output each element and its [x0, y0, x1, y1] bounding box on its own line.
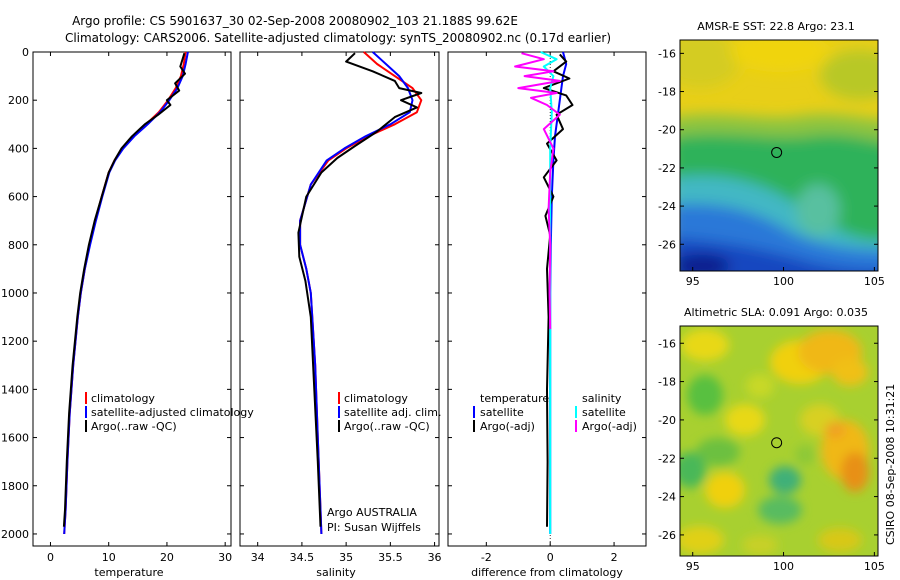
y-tick-label: -26 [658, 529, 676, 542]
sst-map-title: AMSR-E SST: 22.8 Argo: 23.1 [697, 20, 855, 33]
x-tick-label: 35 [339, 551, 353, 564]
y-tick-label: 1400 [1, 383, 29, 396]
y-tick-label: -26 [658, 238, 676, 251]
legend-temp-argo-label: Argo(-adj) [480, 420, 535, 433]
legend-temperature-heading: temperature [480, 392, 549, 405]
x-axis-label: salinity [316, 566, 356, 579]
legend-climatology-label: climatology [344, 392, 408, 405]
y-tick-label: -20 [658, 414, 676, 427]
y-tick-label: 200 [8, 94, 29, 107]
salinity-panel: 34 34.5 35 35.5 36 salinity [239, 51, 442, 579]
y-tick-label: 1800 [1, 480, 29, 493]
header-line-2: Climatology: CARS2006. Satellite-adjuste… [65, 31, 611, 45]
csiro-timestamp: CSIRO 08-Sep-2008 10:31:21 [884, 384, 897, 545]
legend-argo-label: Argo(..raw -QC) [91, 420, 177, 433]
y-tick-label: 800 [8, 239, 29, 252]
x-tick-label: 100 [773, 275, 794, 288]
y-tick-label: 1000 [1, 287, 29, 300]
header-line-1: Argo profile: CS 5901637_30 02-Sep-2008 … [72, 14, 518, 28]
x-tick-label: 105 [864, 560, 885, 573]
legend-sal-satellite-label: satellite [582, 406, 626, 419]
legend-sal-argo-label: Argo(-adj) [582, 420, 637, 433]
legend-climatology-label: climatology [91, 392, 155, 405]
x-tick-label: 0 [47, 551, 54, 564]
y-tick-label: 2000 [1, 528, 29, 541]
argo-pi-label: PI: Susan Wijffels [327, 521, 421, 534]
y-tick-label: 1600 [1, 432, 29, 445]
y-tick-label: -20 [658, 124, 676, 137]
x-tick-label: 0 [547, 551, 554, 564]
difference-legend: temperature satellite Argo(-adj) salinit… [473, 392, 637, 433]
x-tick-label: 34 [251, 551, 265, 564]
x-axis-label: difference from climatology [471, 566, 623, 579]
x-tick-label: 95 [686, 275, 700, 288]
series-satellite-adj-clim [299, 51, 414, 535]
sst-map-frame [679, 39, 879, 272]
argo-location-marker [771, 146, 783, 158]
x-tick-label: 105 [864, 275, 885, 288]
y-tick-label: 0 [22, 46, 29, 59]
y-tick-label: -22 [658, 452, 676, 465]
x-tick-label: 20 [160, 551, 174, 564]
y-tick-label: -18 [658, 86, 676, 99]
y-tick-label: -24 [658, 491, 676, 504]
sla-map-axes: 95 100 105 -16 -18 -20 -22 -24 -26 [658, 337, 885, 573]
x-tick-label: 36 [428, 551, 442, 564]
x-tick-label: 10 [102, 551, 116, 564]
legend-satellite-label: satellite adj. clim. [344, 406, 441, 419]
x-tick-label: 30 [218, 551, 232, 564]
sla-map-title: Altimetric SLA: 0.091 Argo: 0.035 [684, 306, 868, 319]
y-tick-label: -18 [658, 376, 676, 389]
y-tick-label: -22 [658, 162, 676, 175]
x-tick-label: 34.5 [290, 551, 315, 564]
x-tick-label: 100 [773, 560, 794, 573]
salinity-legend: climatology satellite adj. clim. Argo(..… [327, 392, 441, 534]
x-axis-label: temperature [94, 566, 163, 579]
sst-map-axes: 95 100 105 -16 -18 -20 -22 -24 -26 [658, 47, 885, 288]
y-tick-label: -16 [658, 337, 676, 350]
x-tick-label: -2 [481, 551, 492, 564]
sst-map-image [680, 40, 878, 271]
y-tick-label: 1200 [1, 335, 29, 348]
y-tick-label: -16 [658, 47, 676, 60]
temperature-panel: 0 200 400 600 800 1000 1200 1400 1600 1800 2000 0 10… [1, 46, 232, 579]
sla-map-frame [679, 325, 879, 557]
legend-temp-satellite-label: satellite [480, 406, 524, 419]
temperature-legend: climatology satellite-adjusted climatolo… [85, 392, 254, 433]
y-tick-label: 600 [8, 191, 29, 204]
x-tick-label: 2 [611, 551, 618, 564]
plot-frame [32, 51, 232, 547]
legend-satellite-label: satellite-adjusted climatology [91, 406, 254, 419]
y-tick-label: 400 [8, 142, 29, 155]
plot-frame [239, 51, 440, 547]
x-tick-label: 95 [686, 560, 700, 573]
series-argo-raw-qc [62, 52, 186, 527]
x-tick-label: 35.5 [378, 551, 403, 564]
legend-salinity-heading: salinity [582, 392, 622, 405]
series-argo-raw-qc [297, 52, 423, 527]
legend-argo-label: Argo(..raw -QC) [344, 420, 430, 433]
argo-country-label: Argo AUSTRALIA [327, 506, 417, 519]
argo-location-marker [771, 437, 783, 449]
series-temperature-argo-adj [542, 53, 574, 527]
y-tick-label: -24 [658, 200, 676, 213]
series-salinity-argo-adj [514, 52, 561, 330]
difference-panel: -2 0 2 difference from climatology [447, 51, 647, 579]
sla-map-image [680, 326, 878, 556]
